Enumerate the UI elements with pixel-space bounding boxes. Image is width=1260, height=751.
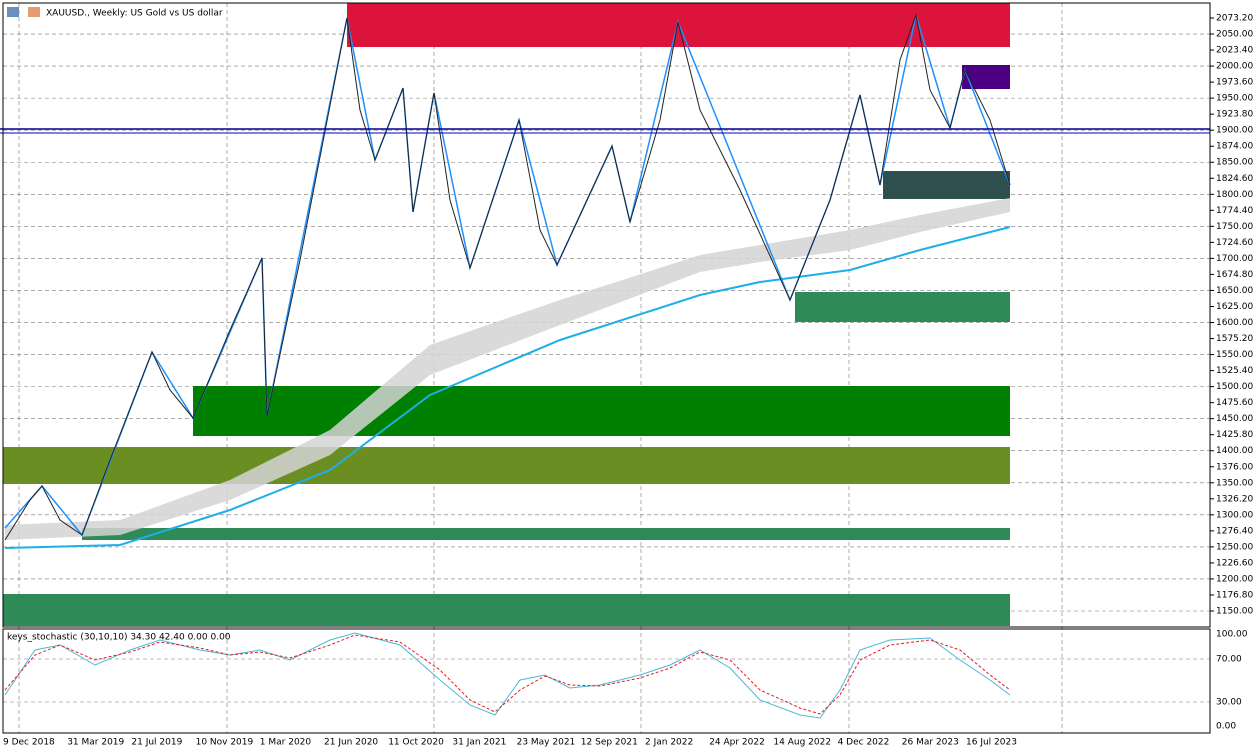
volume-band — [3, 594, 1010, 626]
stochastic-main — [4, 632, 1011, 719]
price-label: 1475.60 — [1216, 398, 1253, 408]
price-label: 2050.00 — [1216, 30, 1253, 40]
price-label: 1300.00 — [1216, 510, 1253, 520]
price-label: 1250.00 — [1216, 542, 1253, 552]
price-label: 1724.60 — [1216, 238, 1253, 248]
price-label: 1874.00 — [1216, 142, 1253, 152]
date-label: 24 Apr 2022 — [709, 738, 765, 748]
zone — [82, 528, 1010, 540]
date-label: 23 May 2021 — [517, 738, 576, 748]
price-label: 1326.20 — [1216, 494, 1253, 504]
price-label: 1824.60 — [1216, 174, 1253, 184]
indicator-axis-label: 70.00 — [1216, 655, 1242, 665]
price-label: 1750.00 — [1216, 222, 1253, 232]
price-label: 1150.00 — [1216, 607, 1253, 617]
price-label: 1376.00 — [1216, 462, 1253, 472]
price-label: 1650.00 — [1216, 286, 1253, 296]
zone — [3, 447, 1010, 484]
main-pane — [2, 2, 1211, 628]
price-label: 1600.00 — [1216, 318, 1253, 328]
moving-average — [4, 226, 1011, 549]
date-label: 21 Jul 2019 — [131, 738, 182, 748]
price-label: 1625.00 — [1216, 302, 1253, 312]
date-label: 1 Mar 2020 — [260, 738, 312, 748]
stochastic-signal — [4, 634, 1011, 715]
price-label: 1700.00 — [1216, 254, 1253, 264]
date-label: 21 Jun 2020 — [324, 738, 378, 748]
price-label: 2023.40 — [1216, 46, 1253, 56]
indicator-axis-label: 100.00 — [1216, 630, 1248, 640]
icon — [7, 7, 19, 17]
indicator-axis-label: 0.00 — [1216, 722, 1236, 732]
date-label: 4 Dec 2022 — [838, 738, 890, 748]
price-label: 1923.80 — [1216, 110, 1253, 120]
price-label: 2073.20 — [1216, 14, 1253, 24]
price-label: 1973.60 — [1216, 78, 1253, 88]
price-label: 1350.00 — [1216, 478, 1253, 488]
price-label: 1400.00 — [1216, 446, 1253, 456]
price-label: 1550.00 — [1216, 350, 1253, 360]
ma-band — [5, 198, 1010, 540]
date-label: 12 Sep 2021 — [581, 738, 638, 748]
price-label: 1575.20 — [1216, 334, 1253, 344]
price-label: 1950.00 — [1216, 94, 1253, 104]
price-label: 1674.80 — [1216, 270, 1253, 280]
grid — [3, 3, 1210, 733]
zone — [962, 65, 1010, 89]
date-label: 31 Jan 2021 — [452, 738, 506, 748]
date-label: 31 Mar 2019 — [67, 738, 124, 748]
icon — [28, 7, 40, 17]
price-label: 1800.00 — [1216, 190, 1253, 200]
chart-title: XAUUSD., Weekly: US Gold vs US dollar — [46, 9, 223, 19]
zone — [795, 292, 1010, 322]
indicator-pane — [2, 628, 1211, 734]
date-label: 9 Dec 2018 — [3, 738, 55, 748]
date-label: 11 Oct 2020 — [388, 738, 444, 748]
zone — [193, 386, 1010, 436]
axes: 2073.20 2050.00 2023.40 2000.00 1973.60 1950.… — [3, 14, 1253, 748]
price — [4, 13, 1011, 541]
zone — [883, 171, 1010, 199]
indicator-axis-label: 30.00 — [1216, 698, 1242, 708]
date-label: 16 Jul 2023 — [966, 738, 1017, 748]
price-label: 1900.00 — [1216, 126, 1253, 136]
date-label: 10 Nov 2019 — [196, 738, 254, 748]
price-label: 1525.40 — [1216, 366, 1253, 376]
date-label: 2 Jan 2022 — [645, 738, 693, 748]
indicator-label: keys_stochastic (30,10,10) 34.30 42.40 0… — [7, 633, 231, 643]
date-label: 26 Mar 2023 — [902, 738, 959, 748]
price-label: 1226.60 — [1216, 558, 1253, 568]
price-label: 1176.80 — [1216, 590, 1253, 600]
price-label: 1774.40 — [1216, 206, 1253, 216]
price-label: 1500.00 — [1216, 382, 1253, 392]
price-label: 1425.80 — [1216, 430, 1253, 440]
price-label: 2000.00 — [1216, 62, 1253, 72]
date-label: 14 Aug 2022 — [773, 738, 831, 748]
price-label: 1850.00 — [1216, 158, 1253, 168]
price-label: 1276.40 — [1216, 526, 1253, 536]
price-label: 1200.00 — [1216, 574, 1253, 584]
price-label: 1450.00 — [1216, 414, 1253, 424]
